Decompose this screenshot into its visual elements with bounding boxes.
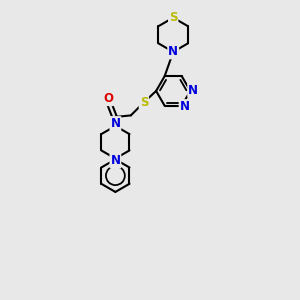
Text: N: N <box>110 117 120 130</box>
Text: O: O <box>103 92 113 105</box>
Text: N: N <box>168 45 178 58</box>
Text: N: N <box>188 84 198 97</box>
Text: N: N <box>180 100 190 113</box>
Text: S: S <box>140 96 148 109</box>
Text: S: S <box>169 11 178 24</box>
Text: N: N <box>110 154 120 167</box>
